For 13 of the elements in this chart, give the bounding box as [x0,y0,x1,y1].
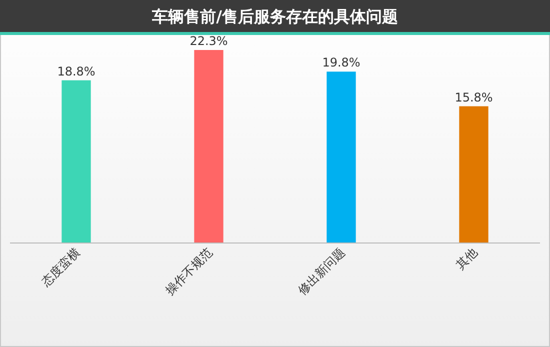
x-tick-label: 操作不规范 [162,245,215,298]
data-label: 18.8% [57,64,96,78]
data-label: 19.8% [322,56,360,70]
bar [194,50,224,243]
bar [62,80,91,243]
data-label: 15.8% [454,90,493,104]
x-tick-label: 修出新问题 [295,245,348,298]
chart-title: 车辆售前/售后服务存在的具体问题 [151,7,398,26]
x-tick-label: 态度蛮横 [38,245,82,290]
data-label: 22.3% [190,34,228,48]
bar [459,106,488,243]
bar [326,72,356,243]
x-tick-label: 其他 [453,245,480,272]
